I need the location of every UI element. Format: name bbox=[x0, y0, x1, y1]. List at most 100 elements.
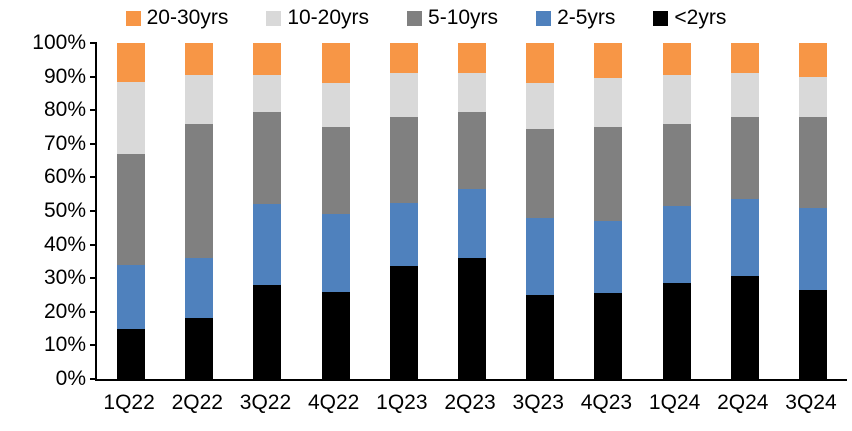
bar-segment-2-5yrs-2q24 bbox=[730, 199, 759, 277]
bar-segment-2yrs-3q22 bbox=[253, 284, 282, 379]
bar-segment-2-5yrs-2q22 bbox=[185, 258, 214, 319]
x-tick-label-4q23: 4Q23 bbox=[580, 391, 633, 414]
bar-segment-2yrs-3q24 bbox=[798, 289, 827, 379]
legend-item-20-30yrs: 20-30yrs bbox=[125, 6, 229, 30]
x-tick-label-1q23: 1Q23 bbox=[376, 391, 428, 414]
bar-slot-1q22 bbox=[97, 43, 165, 379]
y-tick-mark bbox=[90, 378, 97, 380]
legend-swatch-2yrs bbox=[653, 10, 669, 26]
legend-item-2yrs: <2yrs bbox=[653, 6, 726, 30]
bar-slot-3q22 bbox=[233, 43, 301, 379]
y-tick-label: 40% bbox=[43, 232, 86, 256]
bar-segment-2-5yrs-3q22 bbox=[253, 204, 282, 285]
y-tick-label: 90% bbox=[43, 64, 86, 88]
bar-slot-1q24 bbox=[643, 43, 711, 379]
bar-segment-5-10yrs-3q24 bbox=[798, 116, 827, 208]
bar-segment-2-5yrs-3q24 bbox=[798, 207, 827, 290]
bar-segment-5-10yrs-1q24 bbox=[662, 123, 691, 206]
y-tick-label: 50% bbox=[43, 199, 86, 222]
bar-segment-2yrs-2q23 bbox=[458, 258, 487, 379]
y-tick-mark bbox=[90, 310, 97, 313]
y-tick-mark bbox=[90, 344, 97, 347]
x-tick-label-2q23: 2Q23 bbox=[444, 391, 496, 414]
legend-label: <2yrs bbox=[674, 6, 727, 29]
y-tick-label: 60% bbox=[43, 165, 86, 189]
bar-segment-10-20yrs-4q23 bbox=[594, 78, 623, 127]
bar-1q24 bbox=[662, 43, 691, 379]
bar-segment-5-10yrs-3q22 bbox=[253, 111, 282, 205]
bar-segment-2yrs-1q23 bbox=[389, 266, 418, 379]
bar-segment-5-10yrs-2q22 bbox=[185, 123, 214, 259]
bar-segment-20-30yrs-3q24 bbox=[798, 43, 827, 77]
bar-slot-3q24 bbox=[779, 43, 847, 379]
bar-slot-2q22 bbox=[165, 43, 233, 379]
legend-swatch-20-30yrs bbox=[125, 10, 141, 26]
y-tick-mark bbox=[90, 176, 97, 179]
y-tick-mark bbox=[90, 243, 97, 246]
bar-segment-20-30yrs-1q24 bbox=[662, 43, 691, 75]
bar-segment-2-5yrs-1q22 bbox=[117, 264, 146, 329]
legend-item-10-20yrs: 10-20yrs bbox=[266, 6, 369, 30]
bar-segment-20-30yrs-3q22 bbox=[253, 43, 282, 75]
bar-slot-3q23 bbox=[506, 43, 574, 379]
bar-slot-4q23 bbox=[574, 43, 642, 379]
y-tick-label: 0% bbox=[55, 367, 86, 390]
bars-container bbox=[97, 43, 847, 379]
y-tick-mark bbox=[90, 75, 97, 78]
legend-label: 20-30yrs bbox=[146, 6, 229, 29]
bar-segment-20-30yrs-1q22 bbox=[117, 43, 146, 82]
y-tick-label: 80% bbox=[43, 98, 86, 122]
bar-segment-10-20yrs-3q22 bbox=[253, 74, 282, 112]
bar-2q24 bbox=[730, 43, 759, 379]
y-tick-label: 10% bbox=[43, 333, 86, 357]
x-tick-label-1q22: 1Q22 bbox=[103, 391, 155, 414]
bar-4q22 bbox=[321, 43, 350, 379]
bar-segment-5-10yrs-1q23 bbox=[389, 116, 418, 203]
y-tick-mark bbox=[90, 277, 97, 280]
bar-2q22 bbox=[185, 43, 214, 379]
y-axis-labels: 0% 10% 20% 30% 40% 50% 60% 70% 80% 90% 100% bbox=[0, 31, 86, 390]
bar-2q23 bbox=[458, 43, 487, 379]
bar-segment-5-10yrs-1q22 bbox=[117, 153, 146, 265]
x-tick-label-3q22: 3Q22 bbox=[239, 391, 292, 414]
bar-segment-20-30yrs-4q22 bbox=[321, 43, 350, 84]
x-tick-label-2q22: 2Q22 bbox=[171, 391, 223, 414]
bar-segment-20-30yrs-2q22 bbox=[185, 43, 214, 75]
bar-segment-5-10yrs-2q23 bbox=[458, 111, 487, 190]
bar-segment-5-10yrs-4q23 bbox=[594, 126, 623, 222]
bar-3q22 bbox=[253, 43, 282, 379]
y-tick-label: 30% bbox=[43, 266, 86, 290]
bar-segment-2-5yrs-2q23 bbox=[458, 189, 487, 258]
legend-label: 2-5yrs bbox=[557, 6, 616, 29]
legend-label: 10-20yrs bbox=[287, 6, 370, 29]
bar-3q23 bbox=[526, 43, 555, 379]
legend-item-5-10yrs: 5-10yrs bbox=[407, 6, 498, 30]
bar-segment-10-20yrs-2q24 bbox=[730, 73, 759, 117]
bar-segment-10-20yrs-2q22 bbox=[185, 74, 214, 124]
chart-legend: 20-30yrs 10-20yrs 5-10yrs 2-5yrs <2yrs bbox=[0, 6, 852, 30]
bar-segment-2yrs-1q24 bbox=[662, 283, 691, 379]
x-tick-label-1q24: 1Q24 bbox=[648, 391, 701, 414]
bar-segment-5-10yrs-4q22 bbox=[321, 126, 350, 215]
legend-swatch-10-20yrs bbox=[266, 10, 282, 26]
bar-segment-20-30yrs-2q24 bbox=[730, 43, 759, 74]
bar-segment-2-5yrs-3q23 bbox=[526, 217, 555, 295]
legend-item-2-5yrs: 2-5yrs bbox=[536, 6, 615, 30]
bar-segment-20-30yrs-2q23 bbox=[458, 43, 487, 74]
bar-segment-10-20yrs-1q24 bbox=[662, 74, 691, 124]
x-tick-label-3q24: 3Q24 bbox=[785, 391, 837, 414]
bar-segment-5-10yrs-2q24 bbox=[730, 116, 759, 200]
bar-segment-2yrs-4q23 bbox=[594, 293, 623, 379]
bar-segment-2yrs-4q22 bbox=[321, 291, 350, 379]
bar-segment-2-5yrs-1q24 bbox=[662, 205, 691, 284]
bar-segment-20-30yrs-4q23 bbox=[594, 43, 623, 79]
bar-segment-10-20yrs-4q22 bbox=[321, 83, 350, 127]
bar-segment-2-5yrs-1q23 bbox=[389, 202, 418, 267]
bar-segment-20-30yrs-1q23 bbox=[389, 43, 418, 74]
legend-swatch-5-10yrs bbox=[407, 10, 423, 26]
bar-slot-4q22 bbox=[302, 43, 370, 379]
bar-segment-2yrs-2q22 bbox=[185, 318, 214, 379]
y-tick-mark bbox=[90, 109, 97, 112]
x-tick-label-3q23: 3Q23 bbox=[512, 391, 564, 414]
